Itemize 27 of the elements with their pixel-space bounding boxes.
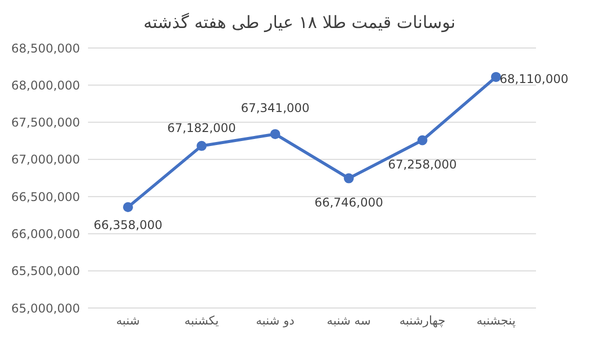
point	[270, 129, 280, 140]
y-tick-label: 68,500,000	[11, 41, 80, 56]
y-tick-label: 67,000,000	[11, 152, 80, 167]
data-label: 66,746,000	[314, 195, 384, 210]
data-label: 68,110,000	[500, 72, 568, 86]
data-label: 67,258,000	[388, 157, 457, 172]
y-tick-label: 65,000,000	[11, 301, 80, 316]
x-tick-label: پنجشنبه	[476, 314, 516, 328]
data-label: 66,358,000	[94, 218, 162, 232]
point	[123, 202, 133, 212]
y-tick-label: 65,500,000	[11, 264, 80, 278]
point	[196, 140, 207, 151]
point	[417, 135, 428, 146]
y-tick-label: 68,000,000	[11, 78, 80, 92]
x-tick-label: دو شنبه	[256, 314, 295, 328]
x-tick-label: یکشنبه	[184, 314, 219, 328]
x-tick-label: سه شنبه	[326, 314, 371, 328]
y-tick-label: 66,000,000	[11, 226, 80, 241]
y-tick-label: 66,500,000	[11, 190, 80, 204]
data-label: 67,182,000	[167, 120, 236, 135]
point	[491, 72, 501, 82]
chart-title: نوسانات قیمت طلا ۱۸ عیار طی هفته گذشته	[142, 12, 457, 35]
data-label: 67,341,000	[240, 101, 310, 116]
x-tick-label: چهارشنبه	[399, 314, 446, 328]
x-tick-label: شنبه	[116, 314, 140, 328]
point	[344, 173, 354, 184]
y-tick-label: 67,500,000	[11, 116, 80, 130]
